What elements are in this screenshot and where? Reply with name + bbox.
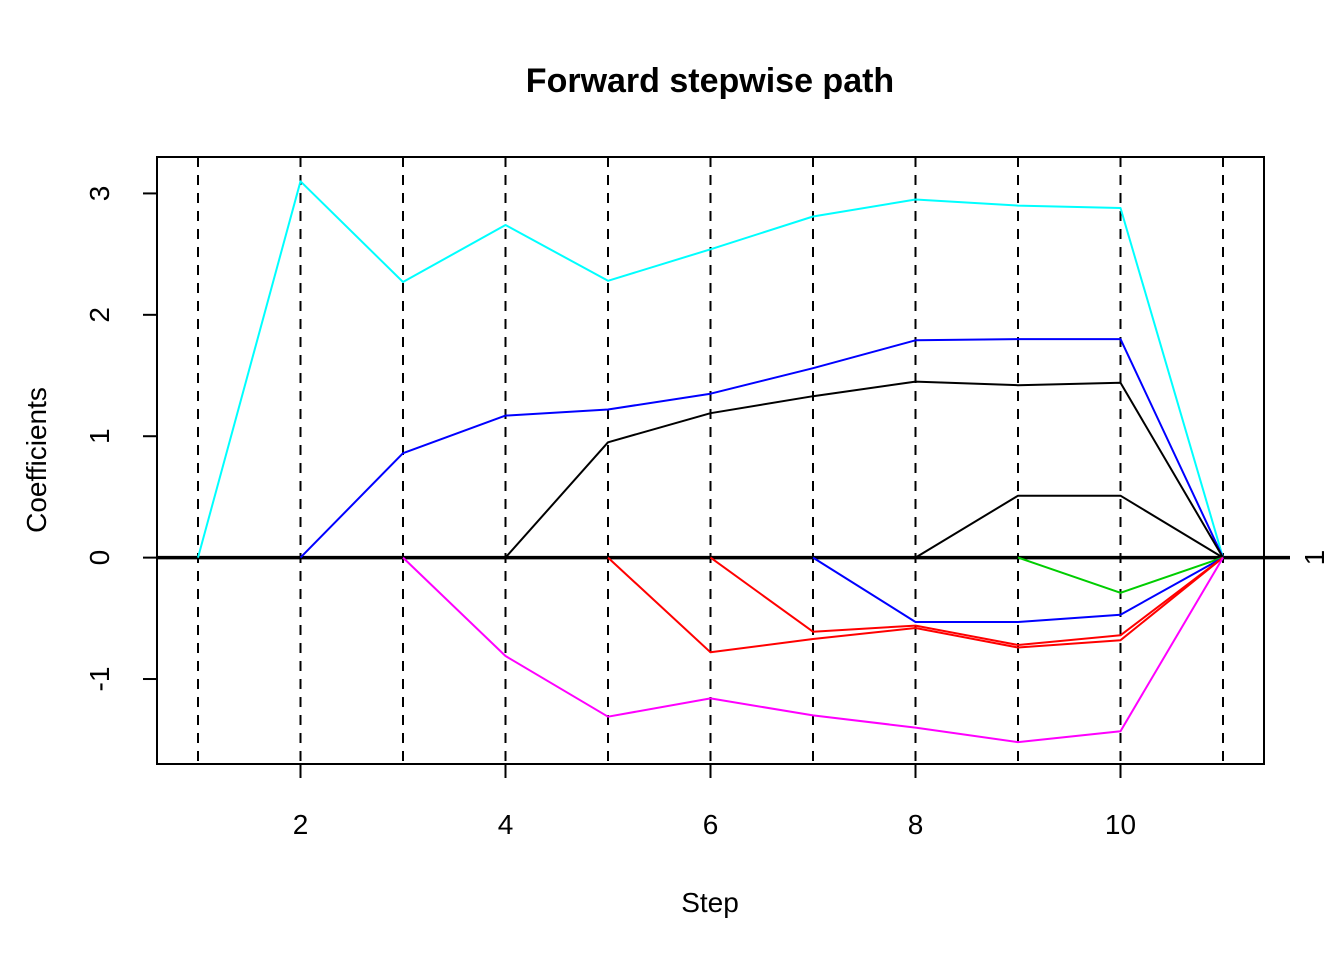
x-axis-label: Step [681, 887, 739, 918]
coef-path-4 [914, 494, 1224, 559]
x-tick-label-8: 8 [908, 809, 924, 840]
coef-path-3 [504, 380, 1224, 559]
y-tick-label-2: 2 [84, 307, 115, 323]
chart-title: Forward stepwise path [526, 62, 894, 100]
y-tick-label-3: 3 [84, 186, 115, 202]
coef-path-1 [197, 180, 1224, 558]
coef-path-7 [709, 556, 1224, 646]
y-tick-label-1: 1 [84, 428, 115, 444]
x-tick-label-4: 4 [498, 809, 514, 840]
coef-path-5 [1017, 556, 1224, 594]
coef-path-2 [299, 338, 1224, 559]
y-tick-label--1: -1 [84, 667, 115, 692]
x-tick-label-10: 10 [1105, 809, 1136, 840]
x-tick-label-2: 2 [293, 809, 309, 840]
coef-path-9 [402, 556, 1224, 744]
right-axis-label: 1 [1299, 550, 1330, 566]
x-tick-label-6: 6 [703, 809, 719, 840]
axes: 2 4 6 8 10 -1 0 1 2 3 1 [84, 156, 1330, 840]
coef-path-6 [812, 556, 1224, 623]
coef-path-8 [607, 556, 1224, 654]
y-tick-label-0: 0 [84, 550, 115, 566]
plot-area [157, 157, 1290, 764]
y-axis-label: Coefficients [21, 387, 52, 533]
